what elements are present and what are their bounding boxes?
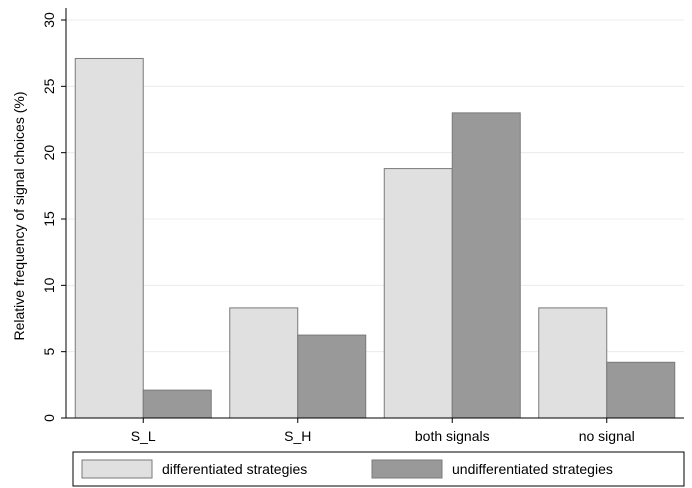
legend-swatch-differentiated xyxy=(81,459,153,479)
x-tick-label-3: no signal xyxy=(579,428,635,444)
bars-layer xyxy=(74,57,676,419)
y-axis-title: Relative frequency of signal choices (%) xyxy=(11,91,27,340)
grid-layer xyxy=(66,19,684,353)
y-tick-label-25: 25 xyxy=(41,78,57,94)
legend-swatch-undifferentiated xyxy=(371,459,443,479)
x-tick-label-1: S_H xyxy=(284,428,311,444)
y-tick-label-5: 5 xyxy=(41,348,57,356)
x-tick-label-0: S_L xyxy=(131,428,156,444)
legend: differentiated strategies undifferentiate… xyxy=(72,451,685,487)
y-tick-label-20: 20 xyxy=(41,145,57,161)
bar-differentiated-3 xyxy=(538,307,608,419)
bar-differentiated-1 xyxy=(229,307,299,419)
x-tick-label-2: both signals xyxy=(415,428,490,444)
y-tick-label-30: 30 xyxy=(41,12,57,28)
legend-label-undifferentiated: undifferentiated strategies xyxy=(452,461,613,477)
y-tick-label-15: 15 xyxy=(41,211,57,227)
bar-undifferentiated-2 xyxy=(451,112,521,419)
bar-undifferentiated-0 xyxy=(142,389,212,419)
ticks-layer: S_L S_H both signals no signal 0 5 10 15 20 25 30 xyxy=(41,12,635,444)
bar-differentiated-2 xyxy=(383,168,453,419)
y-tick-label-0: 0 xyxy=(41,414,57,422)
y-tick-label-10: 10 xyxy=(41,277,57,293)
bar-undifferentiated-1 xyxy=(297,334,367,419)
bar-undifferentiated-3 xyxy=(606,361,676,419)
bar-differentiated-0 xyxy=(74,57,144,419)
axes-layer xyxy=(65,8,684,419)
legend-label-differentiated: differentiated strategies xyxy=(162,461,307,477)
